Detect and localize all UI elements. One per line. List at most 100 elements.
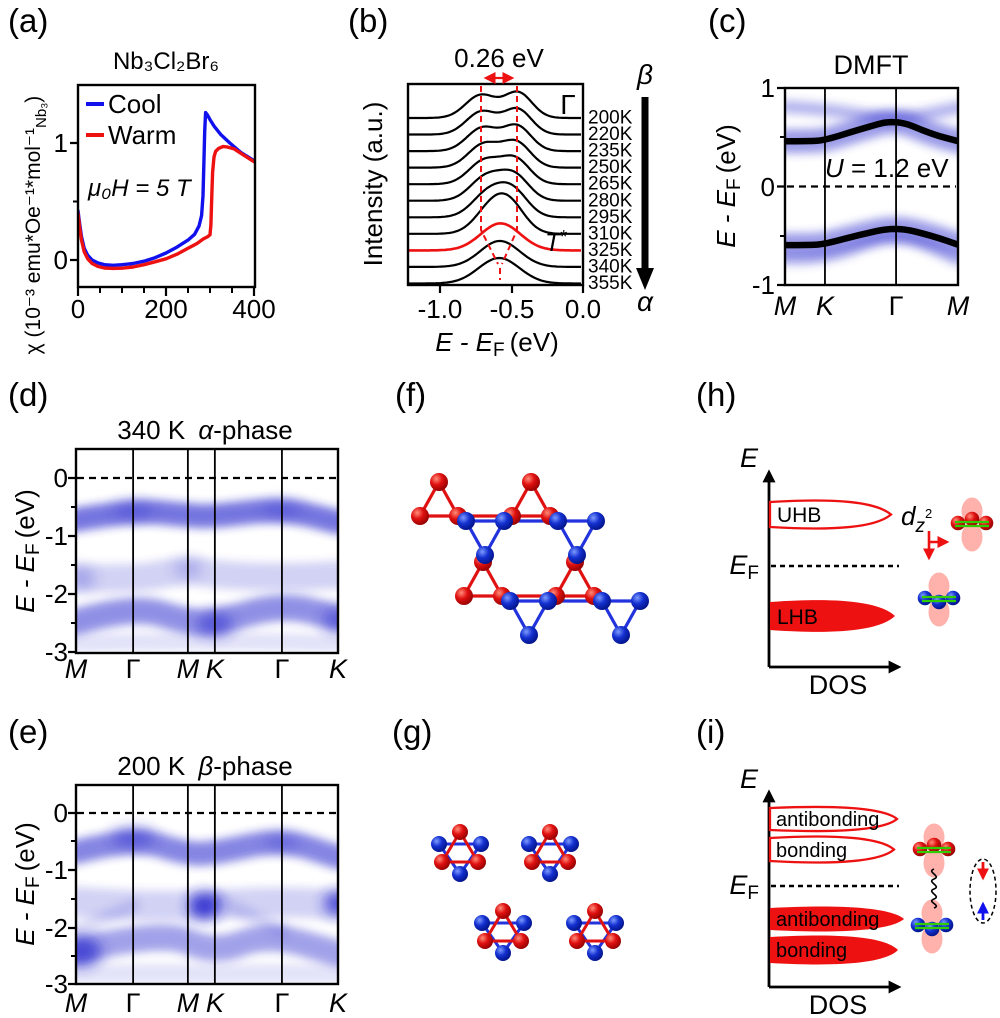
g-red-triangle-bonds: [439, 831, 481, 864]
spectral-band: [77, 556, 337, 593]
a-xtick-400: 400: [232, 294, 275, 324]
e-ytick-n3: -3: [45, 969, 68, 999]
f-red-triangle-bonds: [461, 561, 505, 598]
kpath-label: M: [65, 988, 88, 1018]
b-frame: [406, 82, 585, 287]
g-nb-atom-red: [569, 933, 585, 949]
spectral-hotspot: [77, 936, 102, 967]
d-frame: [74, 447, 340, 655]
e-ylabel: E - EF(eV): [10, 822, 44, 946]
f-nb-atom-blue: [539, 592, 557, 610]
chi-curve-cool: [79, 110, 254, 267]
i-antibonding-upper-lobe: [768, 805, 899, 833]
i-bonding-lower-label: bonding: [776, 940, 847, 962]
b-xtick-00: 0.0: [565, 294, 601, 324]
kpath-label: K: [329, 654, 348, 684]
g-nb-atom-red: [542, 824, 558, 840]
edc-temp-label: 295K: [588, 207, 633, 228]
b-xtick-n10: -1.0: [418, 294, 463, 324]
f-nb-atom-blue: [593, 592, 611, 610]
panel-label-i: (i): [696, 713, 725, 750]
b-dashed-guide-right: [501, 86, 518, 265]
a-field-annotation: μ₀H = 5 T: [87, 175, 193, 202]
legend-cool-label: Cool: [108, 89, 161, 119]
e-ytick-0: 0: [54, 798, 68, 828]
h-lhb-label: LHB: [777, 606, 818, 629]
dz2-orbital-lobe-icon: [923, 848, 945, 878]
edc-curve-310K: [409, 192, 581, 235]
panel-label-h: (h): [696, 376, 736, 413]
kpath-label: Γ: [274, 988, 289, 1018]
spectral-band: [77, 632, 337, 652]
a-ytick-0: 0: [54, 245, 68, 275]
g-nb-atom-red: [513, 933, 529, 949]
c-kpath-label: Γ: [889, 291, 904, 321]
f-red-triangle-bonds: [509, 481, 553, 518]
i-antibonding-upper-label: antibonding: [776, 809, 879, 831]
f-kagome-lattice-diagram: [411, 473, 649, 644]
kpath-label: M: [177, 988, 200, 1018]
g-nb-atom-blue: [563, 836, 579, 852]
c-kpath-label: M: [774, 291, 797, 321]
f-nb-atom-blue: [476, 546, 494, 564]
spectral-hotspot: [188, 892, 221, 919]
i-bonding-lower-lobe: [770, 935, 898, 965]
g-nb-atom-red: [495, 903, 511, 919]
f-nb-atom-red: [455, 587, 473, 605]
b-gamma-point-label: Γ: [560, 89, 575, 120]
chi-curve-warm: [79, 144, 254, 271]
h-dz2-orbital-label: dz2: [901, 501, 932, 537]
a-title: Nb₃Cl₂Br₆: [113, 48, 219, 75]
g-nb-atom-red: [524, 854, 540, 870]
e-title: 200 K β-phase: [117, 751, 293, 781]
dz2-orbital-lobe-icon: [928, 572, 950, 600]
kpath-label: K: [329, 988, 348, 1018]
edc-temp-label: 310K: [588, 223, 633, 244]
kpath-label: Γ: [126, 654, 141, 684]
g-nb-atom-blue: [516, 915, 532, 931]
trimer-bond-icon: [917, 846, 951, 854]
spectral-hotspot: [323, 608, 337, 633]
edc-temp-label: 220K: [588, 124, 633, 145]
i-spring-coupling-icon: [930, 868, 938, 909]
kpath-label: Γ: [274, 654, 289, 684]
a-yticks-major: [70, 141, 78, 262]
edc-temp-label: 200K: [588, 108, 633, 129]
g-nb-atom-red: [434, 854, 450, 870]
f-nb-atom-blue: [495, 512, 513, 530]
b-xticks: [438, 285, 585, 293]
i-bonding-upper-label: bonding: [776, 840, 847, 862]
f-nb-atom-blue: [631, 592, 649, 610]
d-spectral-bands: [77, 450, 337, 652]
d-ytick-n3: -3: [45, 637, 68, 667]
b-ylabel: Intensity (a.u.): [358, 102, 388, 267]
c-band-core-UHB: [786, 118, 957, 145]
f-nb-atom-blue: [587, 512, 605, 530]
g-nb-atom-red: [477, 933, 493, 949]
f-nb-atom-blue: [549, 512, 567, 530]
f-blue-triangle-bonds: [464, 519, 507, 559]
d-yticks-minor: [71, 506, 76, 624]
b-xlabel: E - EF (eV): [435, 327, 559, 361]
b-dashed-guide-left: [480, 86, 499, 265]
d-title: 340 K α-phase: [117, 415, 293, 445]
i-bonding-upper-lobe: [768, 835, 896, 864]
d-ytick-n2: -2: [45, 579, 68, 609]
dz2-orbital-lobe-icon: [961, 522, 983, 552]
f-blue-triangle-bonds: [508, 599, 551, 639]
b-xtick-n05: -0.5: [490, 294, 535, 324]
d-yticks-major: [68, 476, 76, 654]
f-red-triangle-bonds: [417, 481, 461, 518]
a-curves: [79, 110, 254, 271]
g-red-triangle-bonds: [574, 910, 616, 943]
a-ylabel: χ (10⁻³ emu*Oe⁻¹*mol⁻¹Nb₃): [22, 96, 50, 355]
g-nb-atom-blue: [495, 945, 511, 961]
c-ytick-1: 1: [761, 73, 775, 103]
spectral-hotspot: [77, 566, 96, 591]
g-nb-atom-blue: [566, 915, 582, 931]
edc-curve-250K: [409, 138, 581, 169]
f-nb-atom-blue: [520, 626, 538, 644]
panel-label-e: (e): [8, 713, 48, 750]
c-ytick-0: 0: [761, 172, 775, 202]
